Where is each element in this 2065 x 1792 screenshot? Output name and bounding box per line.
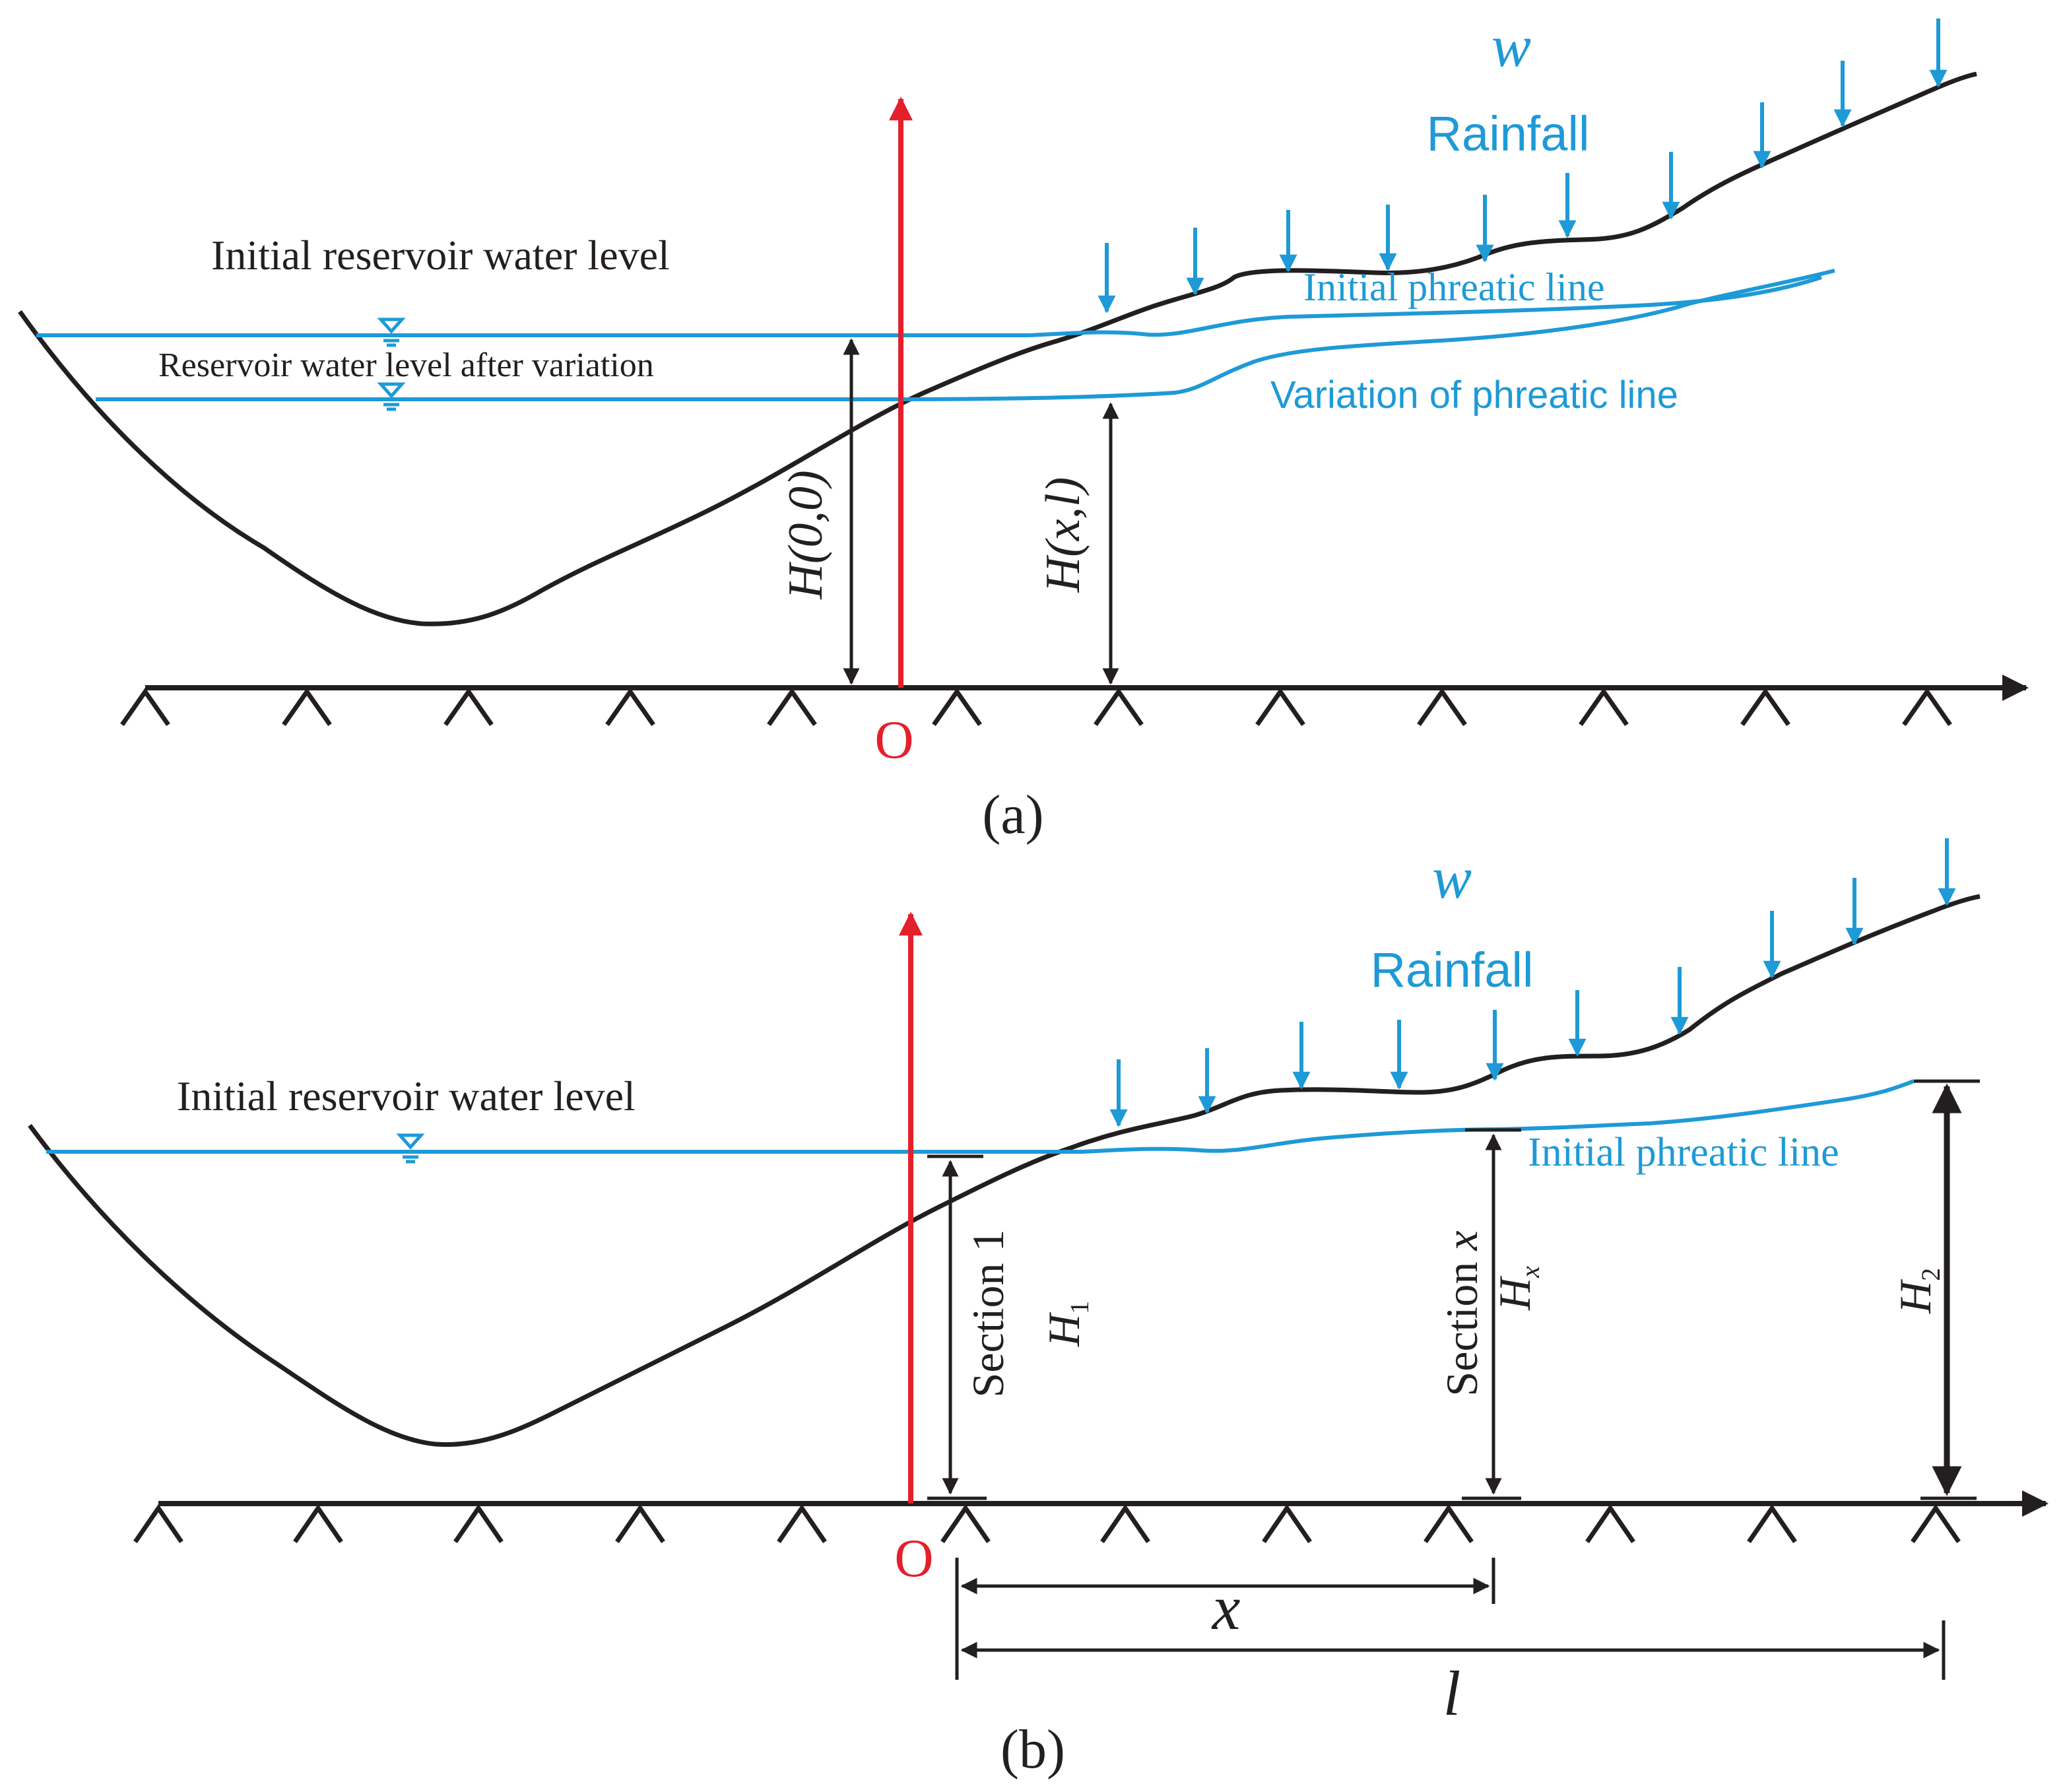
panel-b-section1-label: Section 1: [963, 1230, 1013, 1398]
panel-b-initial-water-level-label: Initial reservoir water level: [177, 1073, 636, 1119]
panel-b-sectionx-label: Section x: [1437, 1230, 1487, 1396]
panel-b: O Section 1 H1 Section x Hx H2 x: [28, 838, 2049, 1780]
sectionx-variable: x: [1437, 1230, 1487, 1251]
panel-a-water-symbol-varied: [377, 382, 406, 411]
panel-b-x-dim-label: x: [1211, 1572, 1241, 1643]
panel-b-water-symbol: [396, 1133, 425, 1164]
hx-subscript: x: [1515, 1266, 1545, 1278]
h2-subscript: 2: [1916, 1268, 1946, 1281]
panel-a-water-symbol-initial: [377, 317, 406, 347]
panel-b-rainfall-symbol: w: [1432, 846, 1472, 911]
panel-a-variation-phreatic-line: [890, 269, 1835, 401]
panel-b-terrain-profile: [28, 894, 1981, 1447]
panel-b-origin-label: O: [894, 1528, 933, 1588]
panel-b-hx-label: Hx: [1490, 1266, 1545, 1311]
panel-a-rainfall-symbol: w: [1491, 14, 1531, 79]
panel-b-h1-label: H1: [1039, 1301, 1094, 1347]
sectionx-text: Section: [1437, 1251, 1487, 1397]
panel-a-initial-phreatic-label: Initial phreatic line: [1303, 265, 1604, 309]
panel-a: O H(0,0) H(x,l) Initial reservoir water …: [18, 14, 2029, 846]
panel-b-rain-arrows: [1109, 838, 1956, 1127]
h1-subscript: 1: [1065, 1301, 1094, 1314]
panel-b-ground-hatch: [133, 1504, 1961, 1543]
panel-a-origin-label: O: [874, 710, 913, 770]
panel-b-initial-phreatic-label: Initial phreatic line: [1528, 1130, 1839, 1175]
panel-a-variation-phreatic-label: Variation of phreatic line: [1270, 374, 1678, 416]
hx-symbol: H: [1490, 1275, 1540, 1311]
panel-a-rain-arrows: [1098, 18, 1948, 314]
panel-b-l-dim-label: l: [1443, 1658, 1461, 1729]
panel-a-varied-water-level-label: Reservoir water level after variation: [158, 347, 654, 384]
h1-symbol: H: [1039, 1311, 1089, 1347]
panel-a-ground-hatch: [120, 687, 1952, 727]
panel-a-caption: (a): [982, 784, 1043, 846]
panel-b-rainfall-label: Rainfall: [1371, 943, 1534, 997]
panel-b-caption: (b): [1000, 1719, 1065, 1780]
panel-a-initial-water-level-label: Initial reservoir water level: [211, 232, 670, 279]
h2-symbol: H: [1890, 1278, 1940, 1314]
panel-a-hxl-label: H(x,l): [1036, 477, 1090, 593]
panel-a-terrain-profile: [18, 71, 1977, 626]
panel-a-rainfall-label: Rainfall: [1427, 106, 1590, 161]
panel-a-h00-label: H(0,0): [779, 470, 833, 599]
panel-b-h2-label: H2: [1890, 1268, 1946, 1314]
